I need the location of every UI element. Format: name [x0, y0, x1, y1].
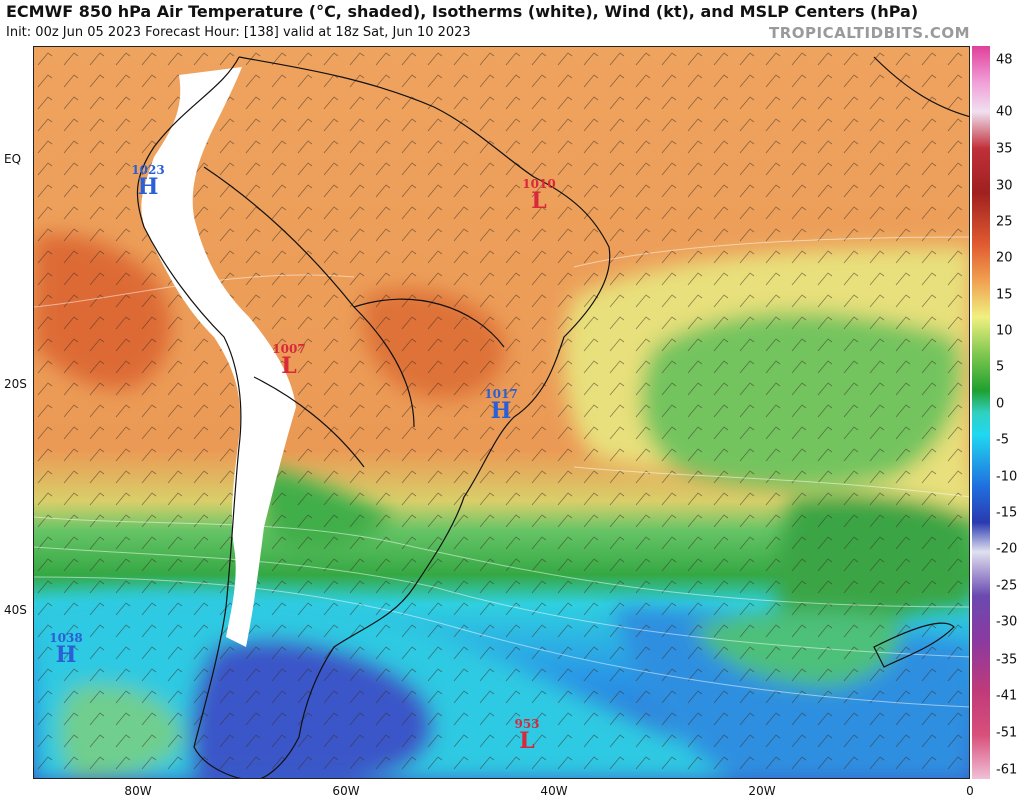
andes-terrain-mask [141, 67, 296, 647]
map-title: ECMWF 850 hPa Air Temperature (°C, shade… [6, 2, 919, 21]
latitude-label-40s: 40S [4, 603, 27, 617]
colorbar-label: -25 [996, 578, 1018, 594]
coastlines [136, 56, 969, 778]
colorbar-label: 10 [996, 323, 1013, 339]
longitude-label-60w: 60W [332, 784, 360, 798]
colorbar-label: -10 [996, 469, 1018, 485]
colorbar-label: 0 [996, 396, 1005, 412]
colorbar-label: -15 [996, 505, 1018, 521]
colorbar-label: -30 [996, 614, 1018, 630]
longitude-label-40w: 40W [540, 784, 568, 798]
latitude-label-eq: EQ [4, 152, 22, 166]
colorbar-label: -41 [996, 688, 1018, 704]
colorbar-label: -61 [996, 762, 1018, 778]
high-pressure-center: 1017 H [484, 387, 518, 424]
colorbar-label: -20 [996, 541, 1018, 557]
longitude-label-0: 0 [966, 784, 974, 798]
temperature-field [34, 47, 969, 778]
colorbar-label: 40 [996, 104, 1013, 120]
forecast-map: 1023 H 1010 L 1007 L 1017 H 1038 H 953 L [33, 46, 970, 779]
low-pressure-center: 953 L [514, 717, 540, 754]
colorbar-label: 48 [996, 52, 1013, 68]
colorbar-label: -35 [996, 652, 1018, 668]
high-pressure-center: 1023 H [131, 163, 165, 200]
longitude-label-80w: 80W [124, 784, 152, 798]
colorbar-label: 15 [996, 287, 1013, 303]
low-pressure-center: 1010 L [522, 177, 556, 214]
brand-watermark[interactable]: TROPICALTIDBITS.COM [769, 24, 970, 42]
colorbar-label: 20 [996, 250, 1013, 266]
colorbar-label: 5 [996, 359, 1005, 375]
colorbar-label: -5 [996, 432, 1009, 448]
low-pressure-center: 1007 L [272, 342, 306, 379]
longitude-label-20w: 20W [748, 784, 776, 798]
colorbar-label: -51 [996, 725, 1018, 741]
colorbar-label: 25 [996, 214, 1013, 230]
latitude-label-20s: 20S [4, 377, 27, 391]
forecast-info: Init: 00z Jun 05 2023 Forecast Hour: [13… [6, 25, 471, 40]
colorbar-label: 35 [996, 141, 1013, 157]
temperature-colorbar [972, 46, 990, 779]
colorbar-label: 30 [996, 178, 1013, 194]
high-pressure-center: 1038 H [49, 631, 83, 668]
